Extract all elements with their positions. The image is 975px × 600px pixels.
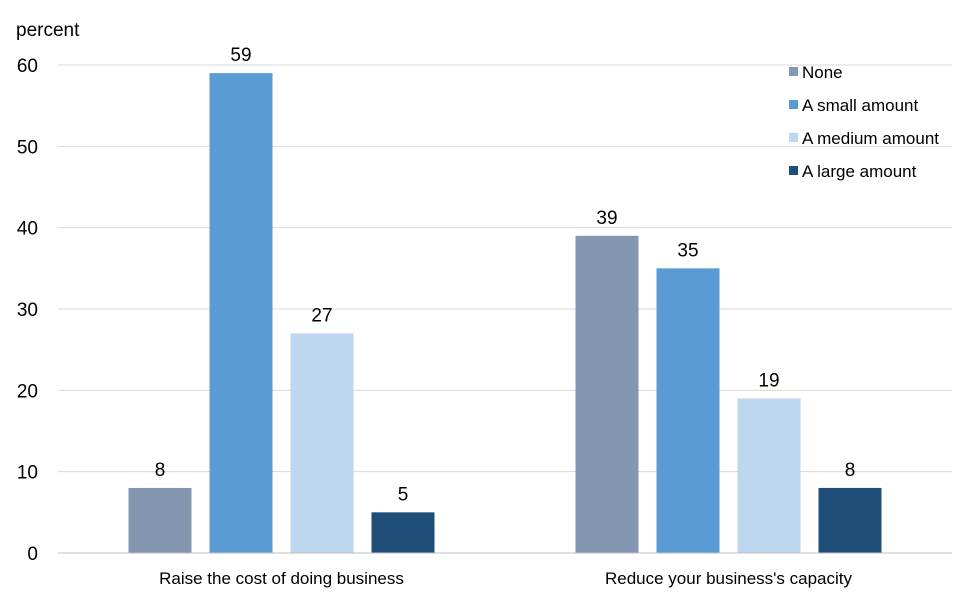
- data-label: 39: [596, 208, 617, 229]
- data-labels: 8 59 27 5 39 35 19 8: [155, 45, 856, 505]
- data-label: 59: [230, 45, 251, 66]
- bar-none-1: [128, 487, 192, 553]
- y-axis-unit-label: percent: [16, 20, 80, 41]
- category-label: Reduce your business's capacity: [605, 569, 853, 588]
- legend-swatch-a-medium-amount: [789, 133, 798, 142]
- legend-swatch-a-small-amount: [789, 100, 798, 109]
- legend-label: A large amount: [802, 162, 917, 181]
- bars: [128, 73, 882, 554]
- bar-a-large-amount-1: [371, 512, 435, 553]
- data-label: 35: [677, 240, 698, 261]
- y-tick-label: 30: [17, 300, 38, 321]
- legend-label: None: [802, 63, 843, 82]
- bar-a-medium-amount-1: [290, 333, 354, 553]
- category-labels: Raise the cost of doing business Reduce y…: [159, 569, 852, 588]
- y-tick-label: 0: [27, 544, 38, 565]
- legend-swatch-none: [789, 67, 798, 76]
- y-axis-ticks: 0 10 20 30 40 50 60: [17, 56, 38, 565]
- y-tick-label: 60: [17, 56, 38, 77]
- bar-a-medium-amount-2: [737, 398, 801, 553]
- data-label: 8: [155, 460, 166, 481]
- legend-swatch-a-large-amount: [789, 166, 798, 175]
- y-tick-label: 50: [17, 137, 38, 158]
- y-tick-label: 10: [17, 463, 38, 484]
- legend-label: A medium amount: [802, 129, 939, 148]
- legend: None A small amount A medium amount A large…: [789, 63, 939, 181]
- y-tick-label: 20: [17, 381, 38, 402]
- data-label: 5: [398, 484, 409, 505]
- bar-a-small-amount-2: [656, 268, 720, 553]
- bar-none-2: [575, 235, 639, 554]
- legend-label: A small amount: [802, 96, 918, 115]
- data-label: 27: [311, 305, 332, 326]
- bar-a-small-amount-1: [209, 73, 273, 553]
- category-label: Raise the cost of doing business: [159, 569, 404, 588]
- gridlines: [58, 64, 952, 473]
- y-tick-label: 40: [17, 219, 38, 240]
- data-label: 19: [758, 370, 779, 391]
- bar-a-large-amount-2: [818, 487, 882, 553]
- data-label: 8: [845, 460, 856, 481]
